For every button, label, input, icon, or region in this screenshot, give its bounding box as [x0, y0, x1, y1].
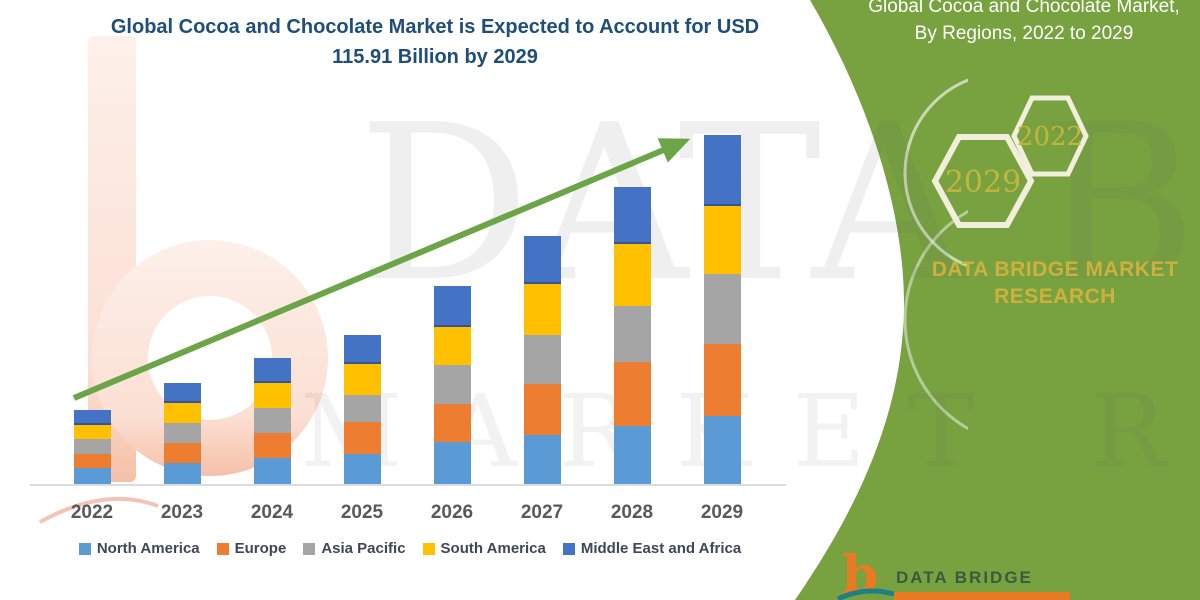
x-axis-label-2023: 2023 — [160, 502, 204, 523]
segment-north-america-2029 — [703, 416, 741, 484]
x-axis-label-2026: 2026 — [430, 502, 474, 523]
chart-title-line2: 115.91 Billion by 2029 — [332, 46, 538, 68]
segment-north-america-2022 — [73, 468, 111, 484]
segment-north-america-2025 — [343, 454, 381, 484]
x-axis-line — [30, 484, 786, 486]
legend-swatch-icon — [216, 542, 229, 555]
segment-north-america-2027 — [523, 435, 561, 484]
hexagon-2022 — [1011, 95, 1089, 177]
segment-south-america-2023 — [163, 403, 201, 423]
chart-title-line1: Global Cocoa and Chocolate Market is Exp… — [110, 16, 760, 38]
segment-north-america-2023 — [163, 463, 201, 484]
hexagon-2022-label: 2022 — [1017, 122, 1083, 152]
segment-asia-pacific-2022 — [73, 439, 111, 454]
x-axis-label-2028: 2028 — [610, 502, 654, 523]
legend-label: Asia Pacific — [321, 540, 406, 557]
segment-europe-2023 — [163, 443, 201, 463]
chart-title: Global Cocoa and Chocolate Market is Exp… — [40, 12, 830, 72]
legend-swatch-icon — [562, 542, 575, 555]
legend-label: Europe — [234, 540, 287, 557]
legend-label: South America — [440, 540, 546, 557]
logo-swoosh-icon — [836, 588, 895, 600]
stacked-bar-2029 — [703, 135, 741, 484]
logo-name-text: DATA BRIDGE — [896, 568, 1033, 587]
segment-north-america-2026 — [433, 442, 471, 484]
x-axis-label-2022: 2022 — [70, 502, 114, 523]
logo-tagline-band — [894, 592, 1070, 600]
segment-north-america-2028 — [613, 426, 651, 484]
segment-middle-east-and-africa-2029 — [703, 135, 741, 206]
legend: North America Europe Asia Pacific South Ame… — [30, 540, 790, 557]
x-axis-label-2029: 2029 — [700, 502, 744, 523]
hexagon-2029 — [931, 134, 1035, 228]
segment-europe-2025 — [343, 422, 381, 454]
x-axis-label-2024: 2024 — [250, 502, 294, 523]
segment-asia-pacific-2024 — [253, 408, 291, 433]
segment-south-america-2029 — [703, 206, 741, 274]
company-logo: b DATA BRIDGE — [836, 550, 1136, 600]
legend-item-south-america: South America — [422, 540, 546, 557]
legend-label: North America — [96, 540, 200, 557]
brand-text: DATA BRIDGE MARKET RESEARCH — [931, 258, 1179, 308]
legend-swatch-icon — [78, 542, 91, 555]
stacked-bar-2022 — [73, 410, 111, 484]
segment-europe-2022 — [73, 454, 111, 468]
segment-middle-east-and-africa-2022 — [73, 410, 111, 425]
segment-asia-pacific-2023 — [163, 423, 201, 443]
legend-item-europe: Europe — [216, 540, 287, 557]
legend-item-middle-east-and-africa: Middle East and Africa — [562, 540, 742, 557]
segment-north-america-2024 — [253, 458, 291, 484]
x-axis-label-2025: 2025 — [340, 502, 384, 523]
side-panel-heading: Global Cocoa and Chocolate Market, By Re… — [868, 0, 1180, 44]
legend-label: Middle East and Africa — [580, 540, 742, 557]
legend-item-north-america: North America — [78, 540, 200, 557]
segment-europe-2026 — [433, 404, 471, 442]
segment-europe-2024 — [253, 433, 291, 458]
legend-item-asia-pacific: Asia Pacific — [303, 540, 406, 557]
legend-swatch-icon — [303, 542, 316, 555]
legend-swatch-icon — [422, 542, 435, 555]
segment-south-america-2022 — [73, 425, 111, 439]
segment-europe-2029 — [703, 344, 741, 416]
hexagon-2029-label: 2029 — [945, 165, 1021, 200]
green-swoosh-shape — [795, 0, 1200, 600]
segment-asia-pacific-2029 — [703, 274, 741, 344]
white-arc-decorations — [903, 78, 968, 431]
x-axis-label-2027: 2027 — [520, 502, 564, 523]
